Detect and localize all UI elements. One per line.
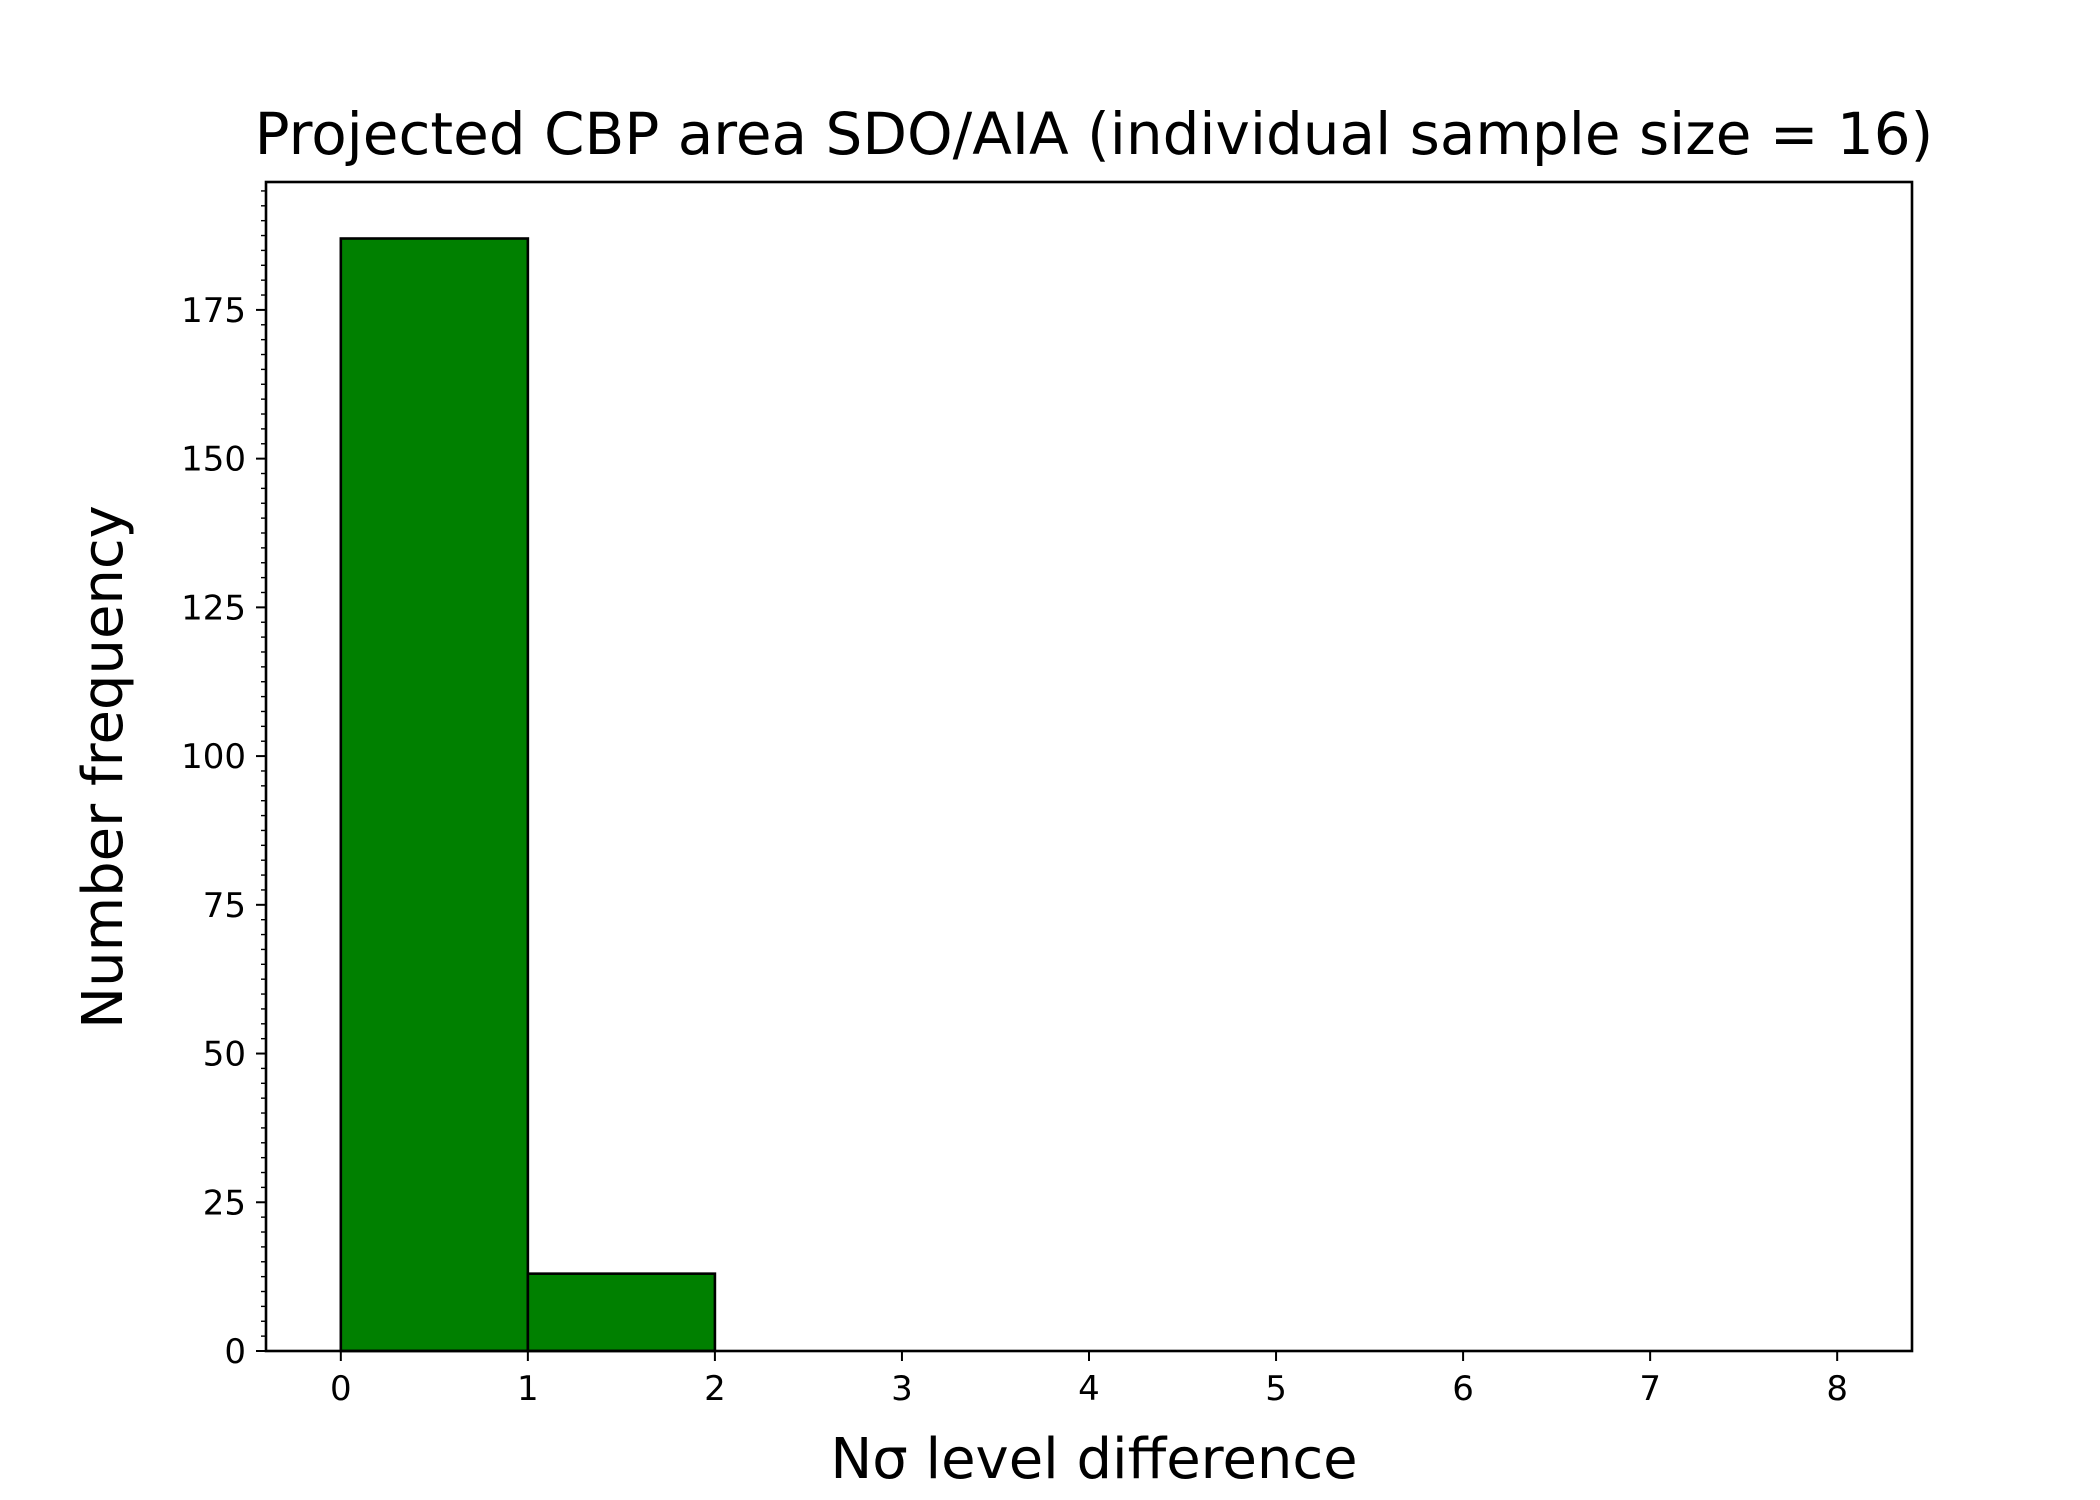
y-tick-label: 0 (224, 1332, 246, 1372)
y-tick-label: 175 (181, 291, 246, 331)
x-tick-label: 0 (330, 1369, 352, 1409)
x-tick-label: 1 (517, 1369, 539, 1409)
y-tick-label: 25 (203, 1183, 246, 1223)
histogram-bar-1 (526, 1272, 717, 1353)
y-tick-label: 75 (203, 886, 246, 926)
ticks-layer: 0 1 2 3 4 5 6 7 8 0 25 50 75 100 125 150 175 (181, 190, 1848, 1409)
y-tick-label: 100 (181, 737, 246, 777)
x-tick-label: 7 (1639, 1369, 1661, 1409)
x-axis-label: Nσ level difference (830, 1427, 1357, 1492)
y-axis-label: Number frequency (71, 505, 136, 1029)
x-tick-label: 4 (1078, 1369, 1100, 1409)
y-tick-label: 150 (181, 440, 246, 480)
y-tick-label: 125 (181, 588, 246, 628)
x-tick-label: 2 (704, 1369, 726, 1409)
x-tick-label: 6 (1452, 1369, 1474, 1409)
x-tick-label: 3 (891, 1369, 913, 1409)
x-tick-label: 5 (1265, 1369, 1287, 1409)
x-tick-label: 8 (1826, 1369, 1848, 1409)
bars-layer (339, 237, 717, 1353)
histogram-bar-0 (339, 237, 530, 1353)
chart-title: Projected CBP area SDO/AIA (individual s… (255, 100, 1934, 168)
plot-frame (264, 180, 1914, 1353)
y-tick-label: 50 (203, 1035, 246, 1075)
